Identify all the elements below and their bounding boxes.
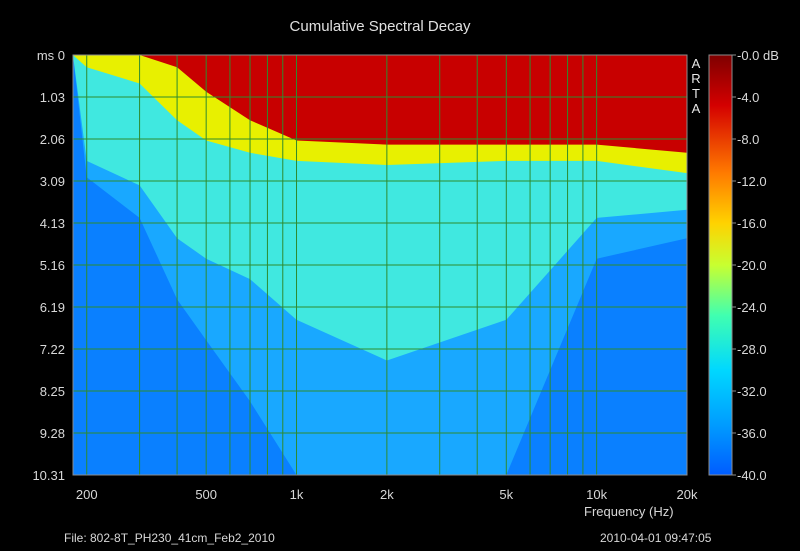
colorbar-tick-label: -12.0 xyxy=(737,174,767,189)
x-tick-label: 2k xyxy=(380,487,394,502)
y-tick-label: 6.19 xyxy=(40,300,65,315)
colorbar-tick-label: -20.0 xyxy=(737,258,767,273)
datetime-label: 2010-04-01 09:47:05 xyxy=(600,531,712,545)
y-tick-label: ms 0 xyxy=(37,48,65,63)
x-tick-label: 20k xyxy=(677,487,698,502)
x-tick-label: 1k xyxy=(290,487,304,502)
arta-letter: A xyxy=(691,101,701,116)
colorbar-tick-label: -36.0 xyxy=(737,426,767,441)
x-axis-ticks: 200 500 1k 2k 5k 10k 20k xyxy=(76,487,698,502)
y-tick-label: 8.25 xyxy=(40,384,65,399)
x-tick-label: 5k xyxy=(499,487,513,502)
colorbar-tick-label: -16.0 xyxy=(737,216,767,231)
y-tick-label: 10.31 xyxy=(32,468,65,483)
y-tick-label: 7.22 xyxy=(40,342,65,357)
colorbar-tick-label: -8.0 xyxy=(737,132,759,147)
y-tick-label: 5.16 xyxy=(40,258,65,273)
arta-letter: A xyxy=(691,56,701,71)
y-tick-label: 9.28 xyxy=(40,426,65,441)
colorbar-tick-label: -24.0 xyxy=(737,300,767,315)
colorbar xyxy=(708,54,733,476)
arta-letter: R xyxy=(691,71,701,86)
y-axis-ticks: ms 0 1.03 2.06 3.09 4.13 5.16 6.19 7.22 8.25 9.28… xyxy=(32,48,65,483)
file-name-label: File: 802-8T_PH230_41cm_Feb2_2010 xyxy=(64,531,275,545)
x-tick-label: 500 xyxy=(195,487,217,502)
y-tick-label: 2.06 xyxy=(40,132,65,147)
y-tick-label: 4.13 xyxy=(40,216,65,231)
heatmap-band-red xyxy=(73,55,687,153)
x-tick-label: 10k xyxy=(586,487,607,502)
colorbar-tick-label: -32.0 xyxy=(737,384,767,399)
x-tick-label: 200 xyxy=(76,487,98,502)
colorbar-tick-label: -0.0 dB xyxy=(737,48,779,63)
colorbar-tick-label: -40.0 xyxy=(737,468,767,483)
plot-frame xyxy=(72,54,688,476)
colorbar-tick-label: -28.0 xyxy=(737,342,767,357)
colorbar-tick-label: -4.0 xyxy=(737,90,759,105)
y-tick-label: 3.09 xyxy=(40,174,65,189)
colorbar-ticks: -0.0 dB -4.0 -8.0 -12.0 -16.0 -20.0 -24.0 -28.0… xyxy=(732,48,779,483)
chart-title: Cumulative Spectral Decay xyxy=(289,18,471,35)
y-tick-label: 1.03 xyxy=(40,90,65,105)
arta-letter: T xyxy=(692,86,700,101)
x-axis-label: Frequency (Hz) xyxy=(584,504,674,519)
